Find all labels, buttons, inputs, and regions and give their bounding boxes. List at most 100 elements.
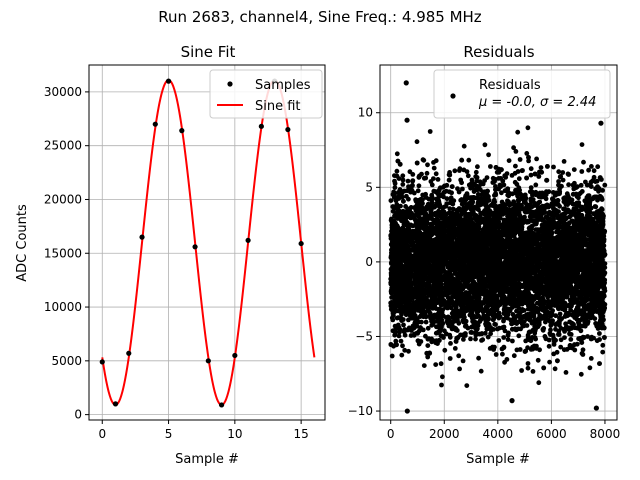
residual-point	[482, 142, 488, 148]
residual-point	[405, 178, 411, 184]
residual-point	[421, 363, 427, 368]
residual-point	[572, 180, 577, 186]
residual-point	[410, 178, 415, 184]
residual-point	[528, 166, 534, 172]
residual-point	[533, 227, 539, 233]
residual-point	[394, 168, 400, 174]
residual-point	[511, 353, 517, 359]
residual-point	[457, 166, 463, 172]
residual-point	[444, 196, 450, 202]
residual-point	[464, 383, 470, 388]
residual-point	[456, 353, 462, 359]
residual-point	[391, 313, 396, 318]
sample-point	[152, 121, 158, 127]
residual-point	[529, 218, 535, 224]
residual-point	[580, 347, 586, 353]
sample-point	[205, 358, 211, 364]
residual-point	[452, 168, 458, 174]
residual-point	[579, 142, 585, 148]
residual-point	[464, 169, 470, 175]
residual-point	[524, 151, 530, 156]
residual-point	[485, 334, 491, 340]
residual-point	[556, 179, 561, 184]
sample-point	[218, 402, 225, 408]
residual-point	[558, 344, 564, 350]
residual-point	[389, 353, 395, 359]
residual-point	[496, 338, 502, 343]
residual-point	[581, 159, 586, 165]
residual-point	[457, 366, 462, 372]
residual-point	[501, 344, 507, 350]
residual-point	[567, 331, 572, 337]
residual-point	[434, 330, 440, 336]
residual-point	[461, 337, 466, 342]
residual-point	[400, 317, 406, 322]
residual-point	[600, 188, 605, 193]
sine-fit-xtick-label: 15	[293, 427, 308, 441]
residual-point	[486, 152, 491, 158]
residual-point	[460, 358, 466, 364]
residual-point	[517, 157, 523, 162]
residual-point	[538, 165, 544, 171]
residual-point	[440, 374, 445, 380]
residual-point	[420, 157, 426, 163]
residual-point	[551, 351, 557, 357]
sample-point	[165, 78, 172, 84]
sample-point	[298, 240, 304, 247]
residual-point	[414, 139, 420, 145]
residual-point	[450, 206, 456, 212]
sample-point	[245, 237, 251, 243]
residual-point	[553, 326, 558, 332]
residual-point	[480, 337, 486, 343]
residual-point	[466, 157, 472, 163]
residual-point	[572, 347, 578, 353]
residual-point	[556, 332, 561, 337]
sine-fit-ylabel: ADC Counts	[15, 204, 30, 282]
residual-point	[594, 178, 600, 184]
residual-point	[597, 331, 602, 336]
residual-point	[560, 170, 566, 175]
residual-point	[580, 352, 586, 357]
residual-point	[587, 365, 593, 371]
sine-fit-ytick-label: 15000	[44, 246, 82, 260]
sample-point	[258, 123, 264, 129]
residual-point	[461, 143, 467, 149]
residual-point	[533, 182, 539, 188]
residual-point	[420, 197, 425, 202]
residual-point	[549, 201, 555, 207]
residual-point	[493, 184, 498, 189]
sample-point	[112, 401, 119, 407]
residual-point	[510, 338, 515, 344]
residual-point	[388, 198, 394, 204]
residual-point	[600, 349, 606, 355]
residual-point	[402, 347, 408, 353]
sample-point	[179, 128, 185, 134]
residual-point	[528, 185, 534, 191]
residual-point	[561, 159, 567, 164]
residual-point	[475, 164, 480, 170]
legend-sine-fit-label: Sine fit	[255, 99, 301, 114]
residual-point	[448, 341, 453, 346]
residual-point	[500, 351, 505, 357]
residual-point	[552, 366, 558, 372]
residual-point	[431, 165, 437, 171]
sample-point	[99, 359, 105, 365]
residual-point	[562, 335, 567, 340]
residual-point	[399, 352, 405, 358]
sample-point	[285, 126, 291, 133]
residual-point	[564, 347, 570, 352]
residual-point	[442, 328, 447, 334]
sample-point	[139, 234, 145, 240]
residual-point	[400, 182, 406, 187]
residual-point	[499, 199, 505, 205]
residual-point	[425, 325, 431, 331]
residual-point	[561, 206, 566, 212]
residual-point	[456, 189, 462, 195]
sine-fit-xlabel: Sample #	[175, 452, 239, 467]
residual-point	[410, 172, 416, 177]
residual-point	[392, 173, 397, 179]
residual-point	[526, 158, 531, 164]
sine-fit-ytick-label: 20000	[44, 192, 82, 206]
